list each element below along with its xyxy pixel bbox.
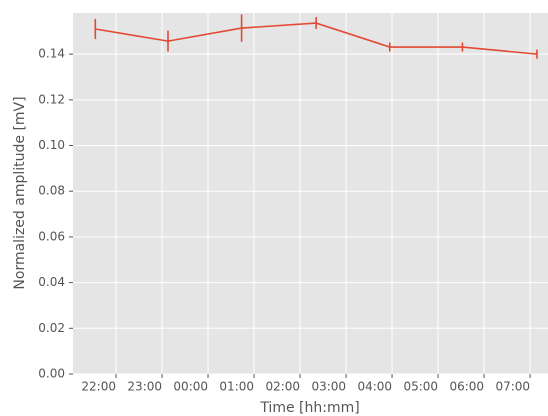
x-tick-label: 00:00 bbox=[173, 380, 208, 394]
y-tick-label: 0.02 bbox=[38, 321, 65, 335]
y-axis-label: Normalized amplitude [mV] bbox=[12, 96, 28, 289]
y-tick-label: 0.06 bbox=[38, 229, 65, 243]
x-tick-label: 06:00 bbox=[449, 380, 484, 394]
x-tick-label: 05:00 bbox=[403, 380, 438, 394]
x-tick-label: 04:00 bbox=[357, 380, 392, 394]
x-tick-label: 01:00 bbox=[219, 380, 254, 394]
y-tick-label: 0.04 bbox=[38, 275, 65, 289]
y-tick-label: 0.00 bbox=[38, 367, 65, 381]
x-tick-label: 23:00 bbox=[127, 380, 162, 394]
x-axis-label: Time [hh:mm] bbox=[259, 400, 359, 416]
x-tick-label: 02:00 bbox=[265, 380, 300, 394]
y-tick-label: 0.10 bbox=[38, 138, 65, 152]
y-tick-label: 0.14 bbox=[38, 47, 65, 61]
x-tick-label: 22:00 bbox=[81, 380, 116, 394]
y-tick-label: 0.12 bbox=[38, 92, 65, 106]
plot-area bbox=[73, 13, 548, 374]
y-tick-label: 0.08 bbox=[38, 184, 65, 198]
x-tick-label: 07:00 bbox=[495, 380, 530, 394]
x-tick-label: 03:00 bbox=[311, 380, 346, 394]
